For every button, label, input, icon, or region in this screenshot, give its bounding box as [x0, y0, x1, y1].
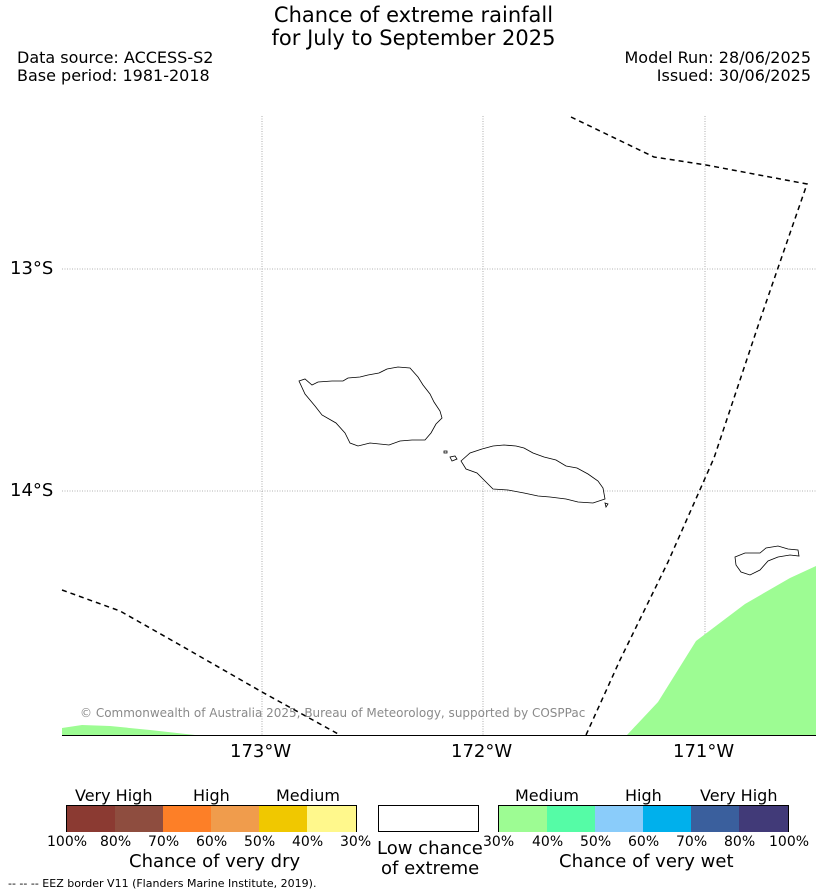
wet-tick-50: 50%: [580, 834, 612, 850]
wet-colorbar: [498, 805, 789, 832]
wet-color-70-80: [691, 806, 740, 832]
lat-label-14s: 14°S: [10, 480, 54, 501]
map-bottom-axis: [62, 735, 816, 736]
dry-color-40-30: [307, 806, 356, 832]
dry-color-50-40: [259, 806, 308, 832]
wet-color-50-60: [595, 806, 644, 832]
eez-border: [61, 116, 808, 736]
upolu-island: [460, 444, 606, 504]
low-chance-swatch: [378, 805, 479, 832]
map-canvas: [61, 116, 816, 736]
wet-tick-70: 70%: [676, 834, 708, 850]
wet-category-high: High: [625, 786, 662, 805]
dry-category-medium: Medium: [276, 786, 340, 805]
lon-label-171w: 171°W: [673, 741, 735, 762]
dry-tick-80: 80%: [100, 834, 132, 850]
dry-category-high: High: [193, 786, 230, 805]
manono-island: [449, 455, 458, 462]
dry-tick-100: 100%: [47, 834, 88, 850]
dry-category-very-high: Very High: [75, 786, 153, 805]
wet-category-very-high: Very High: [700, 786, 778, 805]
graticule: [62, 116, 816, 735]
low-chance-label-line2: of extreme: [381, 858, 480, 879]
dry-tick-40: 40%: [292, 834, 324, 850]
wet-chance-area: [627, 566, 816, 735]
data-source-text: Data source: ACCESS-S2: [17, 48, 214, 67]
dry-color-60-50: [211, 806, 260, 832]
wet-legend-title: Chance of very wet: [559, 851, 734, 872]
wet-category-medium: Medium: [515, 786, 579, 805]
dry-color-100-80: [67, 806, 116, 832]
dry-color-70-60: [163, 806, 212, 832]
eez-border-note: -- -- -- EEZ border V11 (Flanders Marine…: [8, 877, 317, 890]
dry-tick-50: 50%: [244, 834, 276, 850]
nuutele-island: [604, 502, 609, 508]
wet-color-60-70: [643, 806, 692, 832]
lon-label-173w: 173°W: [230, 741, 292, 762]
dry-legend-title: Chance of very dry: [129, 851, 301, 872]
wet-tick-60: 60%: [628, 834, 660, 850]
model-run-text: Model Run: 28/06/2025: [624, 48, 812, 67]
base-period-text: Base period: 1981-2018: [17, 66, 210, 85]
apolima-island: [443, 450, 448, 454]
issued-text: Issued: 30/06/2025: [656, 66, 811, 85]
wet-chance-area-southwest: [62, 725, 195, 735]
lon-label-172w: 172°W: [451, 741, 513, 762]
savaii-island: [298, 366, 443, 447]
land-outlines: [298, 366, 800, 576]
dry-colorbar: [66, 805, 357, 832]
dry-tick-30: 30%: [340, 834, 372, 850]
wet-tick-100: 100%: [769, 834, 810, 850]
wet-tick-30: 30%: [483, 834, 515, 850]
low-chance-label-line1: Low chance: [377, 838, 483, 859]
lat-label-13s: 13°S: [10, 258, 54, 279]
dry-tick-60: 60%: [196, 834, 228, 850]
wet-tick-40: 40%: [532, 834, 564, 850]
map-title-line2: for July to September 2025: [271, 26, 556, 50]
map-title-line1: Chance of extreme rainfall: [273, 3, 554, 27]
wet-tick-80: 80%: [724, 834, 756, 850]
wet-color-30-40: [499, 806, 548, 832]
wet-color-40-50: [547, 806, 596, 832]
tutuila-island: [734, 545, 800, 576]
wet-color-80-100: [739, 806, 788, 832]
copyright-notice: © Commonwealth of Australia 2025, Bureau…: [80, 706, 586, 720]
dry-tick-70: 70%: [148, 834, 180, 850]
dry-color-80-70: [115, 806, 164, 832]
